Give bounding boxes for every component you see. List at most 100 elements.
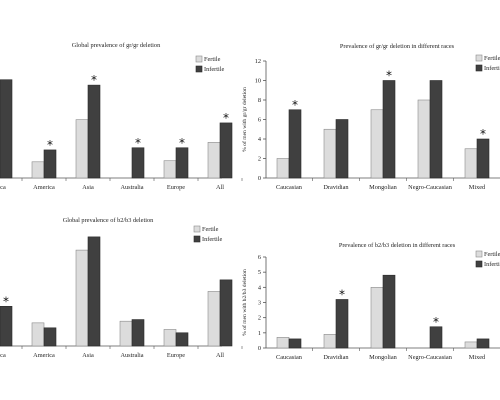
- bar-infertile-2: [87, 236, 101, 347]
- legend-swatch-infertile: [195, 65, 203, 73]
- y-tick-label: 5: [258, 269, 261, 276]
- significance-marker: *: [386, 69, 392, 83]
- significance-marker: *: [339, 287, 345, 301]
- bar-infertile-4: [476, 338, 490, 349]
- bar-infertile-4: [175, 332, 189, 347]
- bar-fertile-0: [276, 158, 290, 179]
- legend-label: Infertile: [202, 236, 222, 243]
- legend-label: Fertile: [204, 56, 221, 63]
- x-tick-label: Asia: [82, 184, 94, 191]
- bar-fertile-2: [370, 287, 384, 349]
- x-tick-label: America: [33, 184, 55, 191]
- legend-swatch-fertile: [193, 225, 201, 233]
- x-tick-label: Dravidian: [323, 354, 349, 361]
- bar-fertile-4: [163, 160, 177, 179]
- significance-marker: *: [47, 138, 53, 152]
- legend-swatch-infertile: [475, 260, 483, 268]
- significance-marker: *: [179, 136, 185, 150]
- bar-fertile-2: [75, 249, 89, 347]
- bar-infertile-2: [87, 84, 101, 179]
- legend-swatch-infertile: [193, 235, 201, 243]
- bar-infertile-0: [288, 109, 302, 179]
- bar-infertile-1: [43, 149, 57, 179]
- y-axis-label: % of men with b2/b3 deletion: [241, 269, 248, 336]
- bar-fertile-5: [207, 142, 221, 179]
- x-tick-label: Europe: [167, 352, 185, 359]
- chart-panel-4: Prevalence of b2/b3 deletion in differen…: [241, 242, 500, 361]
- bar-infertile-2: [382, 80, 396, 179]
- x-tick-label: All: [216, 184, 224, 191]
- significance-marker: *: [223, 111, 229, 125]
- bar-fertile-2: [75, 119, 89, 179]
- bar-fertile-3: [417, 99, 431, 179]
- bar-infertile-3: [429, 326, 443, 349]
- bar-fertile-2: [370, 109, 384, 179]
- bar-fertile-3: [119, 320, 133, 347]
- chart-title: Prevalence of b2/b3 deletion in differen…: [339, 242, 456, 249]
- y-axis-label: % of men with gr/gr deletion: [241, 87, 248, 152]
- y-tick-label: 3: [258, 300, 261, 307]
- significance-marker: *: [480, 127, 486, 141]
- legend-swatch-fertile: [475, 250, 483, 258]
- x-tick-label: Caucasian: [276, 354, 303, 361]
- bar-fertile-0: [276, 337, 290, 349]
- y-tick-label: 0: [258, 345, 261, 352]
- bar-infertile-3: [131, 147, 145, 179]
- bar-infertile-2: [382, 274, 396, 349]
- legend: Fertile Infertile: [195, 55, 224, 73]
- x-tick-label: Australia: [120, 352, 143, 359]
- bar-infertile-0: [288, 338, 302, 349]
- bar-fertile-1: [323, 334, 337, 349]
- legend-label: Infertile: [484, 65, 500, 72]
- x-tick-label: Caucasian: [276, 184, 303, 191]
- y-tick-label: 8: [258, 97, 261, 104]
- y-tick-label: 0: [258, 175, 261, 182]
- bar-infertile-0: [0, 306, 13, 347]
- bar-infertile-5: [219, 279, 233, 347]
- legend: Fertile Infertile: [475, 54, 500, 72]
- legend-swatch-infertile: [475, 64, 483, 72]
- x-tick-label: Dravidian: [323, 184, 349, 191]
- bar-fertile-1: [323, 128, 337, 179]
- x-tick-label: Europe: [167, 184, 185, 191]
- bar-infertile-3: [429, 80, 443, 179]
- bar-infertile-3: [131, 319, 145, 347]
- y-tick-label: 10: [255, 78, 261, 85]
- x-tick-label: frica: [0, 352, 6, 359]
- chart-panel-2: Prevalence of gr/gr deletion in differen…: [241, 43, 500, 191]
- x-tick-label: Australia: [120, 184, 143, 191]
- y-tick-label: 2: [258, 156, 261, 163]
- y-tick-label: 2: [258, 315, 261, 322]
- legend-label: Infertile: [484, 261, 500, 268]
- bar-fertile-5: [207, 291, 221, 347]
- x-tick-label: Asia: [82, 352, 94, 359]
- y-tick-label: 6: [258, 117, 261, 124]
- significance-marker: *: [3, 294, 9, 308]
- chart-title: Global prevalence of gr/gr deletion: [72, 42, 161, 49]
- legend: Fertile Infertile: [193, 225, 222, 243]
- legend-label: Fertile: [484, 55, 500, 62]
- legend-label: Fertile: [484, 251, 500, 258]
- bar-infertile-4: [476, 138, 490, 179]
- y-tick-label: 12: [255, 58, 261, 65]
- bar-fertile-4: [464, 148, 478, 179]
- bar-infertile-0: [0, 79, 13, 179]
- legend-swatch-fertile: [195, 55, 203, 63]
- bar-infertile-1: [43, 327, 57, 347]
- bar-fertile-4: [163, 329, 177, 347]
- x-tick-label: Mixed: [469, 184, 486, 191]
- chart-title: Prevalence of gr/gr deletion in differen…: [340, 43, 455, 50]
- bar-infertile-4: [175, 147, 189, 179]
- bar-fertile-1: [31, 161, 45, 179]
- x-tick-label: America: [33, 352, 55, 359]
- x-tick-label: Mongolian: [369, 354, 397, 361]
- significance-marker: *: [91, 73, 97, 87]
- x-tick-label: Mongolian: [369, 184, 397, 191]
- y-tick-label: 4: [258, 284, 262, 291]
- legend-label: Infertile: [204, 66, 224, 73]
- significance-marker: *: [433, 315, 439, 329]
- y-tick-label: 4: [258, 136, 262, 143]
- y-tick-label: 6: [258, 254, 261, 261]
